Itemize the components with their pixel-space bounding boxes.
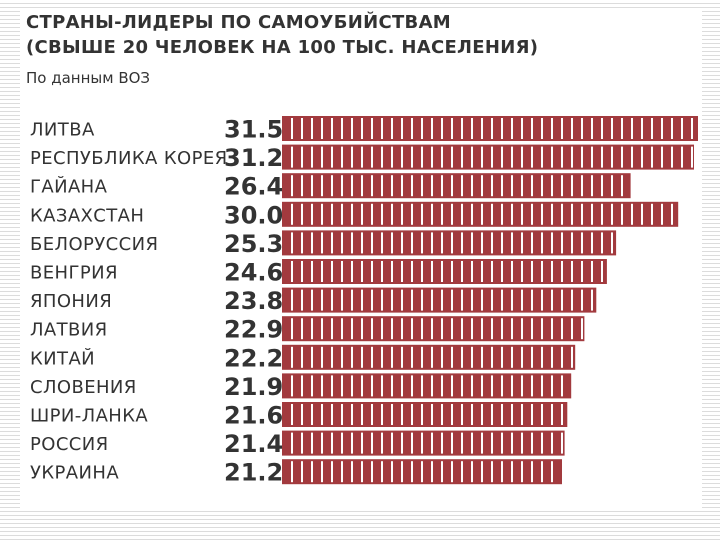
category-label: ГАЙАНА — [30, 176, 108, 198]
category-label: ЯПОНИЯ — [30, 291, 112, 312]
bar — [282, 116, 698, 141]
bar-segment-lines — [291, 432, 563, 454]
category-label: КИТАЙ — [30, 347, 95, 369]
category-label: СЛОВЕНИЯ — [30, 377, 137, 398]
value-label: 21.6 — [224, 402, 283, 430]
value-label: 22.2 — [224, 344, 283, 372]
bar-segment-lines — [291, 461, 553, 483]
category-label: БЕЛОРУССИЯ — [30, 234, 158, 255]
title-line-2: (СВЫШЕ 20 ЧЕЛОВЕК НА 100 ТЫС. НАСЕЛЕНИЯ) — [26, 37, 539, 58]
bar-segment-lines — [291, 232, 613, 254]
value-label: 24.6 — [224, 259, 283, 287]
bar — [282, 430, 565, 456]
bar-segment-lines — [291, 118, 693, 139]
category-label: РОССИЯ — [30, 434, 109, 455]
bar-segment-lines — [291, 146, 693, 168]
bar — [282, 173, 631, 199]
category-label: УКРАИНА — [30, 463, 119, 484]
value-label: 21.9 — [224, 373, 283, 401]
category-label: ЛИТВА — [30, 120, 95, 141]
bar — [282, 316, 585, 342]
bar-segment-lines — [291, 375, 563, 397]
category-label: РЕСПУБЛИКА КОРЕЯ — [30, 148, 228, 169]
value-label: 31.5 — [224, 116, 283, 144]
category-label: ЛАТВИЯ — [30, 320, 108, 341]
value-label: 21.2 — [224, 459, 283, 487]
bar-segment-lines — [291, 203, 673, 225]
value-label: 31.2 — [224, 144, 283, 172]
bar — [282, 402, 568, 427]
value-label: 22.9 — [224, 316, 283, 344]
value-label: 30.0 — [224, 201, 283, 229]
value-label: 21.4 — [224, 430, 283, 458]
bar-segment-lines — [291, 318, 583, 340]
chart-title: СТРАНЫ-ЛИДЕРЫ ПО САМОУБИЙСТВАМ (СВЫШЕ 20 … — [26, 10, 538, 60]
bar — [282, 230, 617, 256]
bar-segment-lines — [291, 346, 573, 368]
bar — [282, 373, 572, 399]
category-label: КАЗАХСТАН — [30, 205, 144, 226]
chart-panel: СТРАНЫ-ЛИДЕРЫ ПО САМОУБИЙСТВАМ (СВЫШЕ 20 … — [20, 8, 702, 508]
chart-subtitle: По данным ВОЗ — [26, 69, 151, 87]
bar — [282, 144, 694, 170]
value-label: 26.4 — [224, 173, 283, 201]
bar — [282, 344, 576, 370]
bar-segment-lines — [291, 175, 623, 197]
bar — [282, 287, 597, 313]
title-line-1: СТРАНЫ-ЛИДЕРЫ ПО САМОУБИЙСТВАМ — [26, 12, 452, 33]
value-label: 25.3 — [224, 230, 283, 258]
bar — [282, 259, 607, 284]
bar-segment-lines — [291, 404, 563, 425]
category-label: ВЕНГРИЯ — [30, 263, 118, 284]
bar-segment-lines — [291, 289, 593, 311]
bar-segment-lines — [291, 261, 603, 282]
category-label: ШРИ-ЛАНКА — [30, 406, 148, 427]
value-label: 23.8 — [224, 287, 283, 315]
